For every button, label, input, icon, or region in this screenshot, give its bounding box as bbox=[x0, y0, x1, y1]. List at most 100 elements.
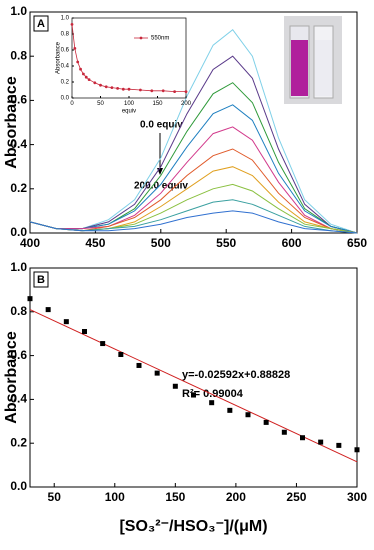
panel-label: B bbox=[37, 274, 45, 286]
panel-label-box bbox=[33, 271, 49, 288]
series-line bbox=[29, 104, 358, 234]
data-point bbox=[227, 407, 233, 413]
y-axis-label: Absorbance bbox=[56, 41, 62, 74]
x-tick-label: 50 bbox=[97, 101, 104, 107]
marker bbox=[99, 83, 102, 87]
x-tick-label: 450 bbox=[85, 236, 105, 250]
y-tick-label: 0.4 bbox=[10, 392, 27, 406]
y-axis-label: Absorbance bbox=[3, 76, 20, 169]
x-tick-label: 500 bbox=[151, 236, 171, 250]
data-point bbox=[191, 392, 196, 398]
x-tick-label: 550 bbox=[216, 236, 236, 250]
legend-label: 550nm bbox=[151, 36, 169, 42]
data-point bbox=[27, 296, 33, 302]
x-tick-label: 250 bbox=[286, 490, 306, 504]
x-tick-label: 150 bbox=[152, 101, 163, 107]
x-tick-label: 0 bbox=[70, 101, 74, 107]
annotation: 200.0 equiv bbox=[134, 181, 188, 192]
data-point bbox=[172, 383, 178, 389]
x-tick-label: 50 bbox=[48, 490, 62, 504]
marker bbox=[121, 87, 125, 91]
equation: y=-0.02592x+0.88828 bbox=[182, 369, 290, 381]
y-tick-label: 0.6 bbox=[10, 348, 27, 362]
marker bbox=[76, 60, 80, 64]
data-point bbox=[82, 329, 87, 335]
x-tick-label: 300 bbox=[347, 490, 367, 504]
x-tick-label: 600 bbox=[282, 236, 302, 250]
x-tick-label: 100 bbox=[124, 101, 135, 107]
y-tick-label: 0.0 bbox=[61, 96, 70, 102]
y-tick-label: 1.0 bbox=[10, 260, 27, 274]
panel-label-box bbox=[33, 15, 49, 32]
y-tick-label: 0.2 bbox=[10, 435, 27, 449]
x-tick-label: 400 bbox=[20, 236, 40, 250]
marker bbox=[82, 72, 85, 76]
y-tick-label: 0.8 bbox=[10, 304, 27, 318]
data-point bbox=[281, 429, 287, 435]
x-axis-label: equiv bbox=[122, 109, 136, 115]
marker bbox=[184, 90, 188, 93]
data-point bbox=[245, 412, 251, 418]
x-tick-label: 650 bbox=[347, 236, 367, 250]
x-tick-label: 100 bbox=[105, 490, 125, 504]
marker bbox=[87, 78, 91, 81]
marker bbox=[73, 47, 77, 50]
y-axis-label: Absorbance bbox=[3, 331, 20, 424]
y-tick-label: 0.0 bbox=[10, 479, 27, 493]
series-line bbox=[29, 126, 358, 234]
y-tick-label: 0.8 bbox=[61, 32, 70, 38]
panel-label: A bbox=[37, 18, 45, 30]
plot-frame bbox=[29, 267, 358, 488]
marker bbox=[173, 90, 177, 93]
legend-marker bbox=[139, 36, 143, 40]
marker bbox=[127, 87, 131, 91]
y-tick-label: 0.4 bbox=[61, 64, 70, 70]
series-line bbox=[29, 210, 358, 234]
y-tick-label: 0.2 bbox=[10, 181, 27, 195]
x-axis-label: [SO₃²⁻/HSO₃⁻]/(μM) bbox=[119, 518, 267, 535]
marker bbox=[84, 75, 88, 79]
marker bbox=[93, 81, 97, 85]
marker bbox=[139, 88, 142, 92]
x-tick-label: 200 bbox=[226, 490, 246, 504]
y-tick-label: 0.4 bbox=[10, 137, 27, 151]
data-point bbox=[136, 362, 142, 368]
series-line bbox=[29, 166, 358, 234]
y-tick-label: 0.8 bbox=[10, 48, 27, 62]
marker bbox=[116, 87, 119, 90]
marker bbox=[70, 23, 74, 26]
marker bbox=[161, 89, 165, 93]
marker bbox=[110, 86, 114, 89]
marker bbox=[104, 85, 108, 89]
data-point bbox=[100, 341, 106, 347]
data-point bbox=[154, 370, 160, 376]
series-line bbox=[29, 148, 358, 234]
y-tick-label: 0.6 bbox=[61, 48, 70, 54]
r-squared: R²= 0.99004 bbox=[182, 388, 244, 400]
data-point bbox=[45, 307, 51, 313]
data-point bbox=[354, 447, 360, 453]
y-tick-label: 1.0 bbox=[61, 16, 70, 22]
data-point bbox=[209, 400, 215, 406]
x-tick-label: 200 bbox=[181, 101, 192, 107]
y-tick-label: 1.0 bbox=[10, 4, 27, 18]
data-point bbox=[300, 435, 305, 441]
data-point bbox=[118, 352, 124, 358]
plot-frame bbox=[71, 17, 187, 99]
plot-frame bbox=[29, 11, 358, 234]
cuvette-photo bbox=[284, 16, 342, 104]
data-point bbox=[263, 419, 269, 425]
data-point bbox=[336, 442, 342, 448]
y-tick-label: 0.2 bbox=[61, 80, 70, 86]
series-line bbox=[29, 82, 358, 234]
series-line bbox=[29, 309, 358, 463]
x-tick-label: 150 bbox=[165, 490, 185, 504]
data-point bbox=[63, 319, 69, 325]
data-point bbox=[318, 439, 324, 445]
marker bbox=[150, 89, 154, 93]
y-tick-label: 0.0 bbox=[10, 225, 27, 239]
marker bbox=[79, 67, 82, 71]
y-tick-label: 0.6 bbox=[10, 93, 27, 107]
annotation: 0.0 equiv bbox=[140, 120, 183, 131]
